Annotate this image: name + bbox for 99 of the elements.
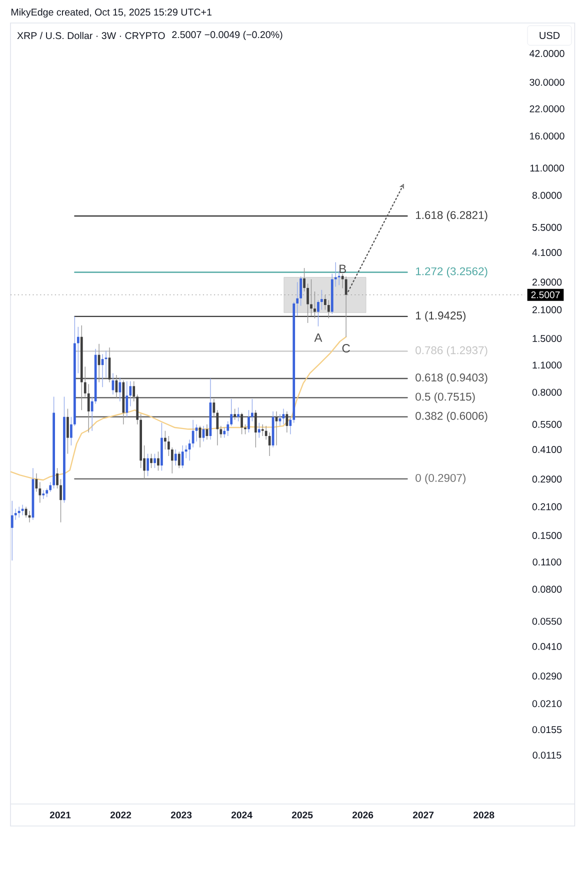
- candlestick: [261, 424, 264, 436]
- y-tick-label: 16.0000: [530, 132, 564, 140]
- y-tick-label: 4.1000: [532, 249, 562, 256]
- y-tick-label: 2.1000: [532, 306, 562, 314]
- candlestick: [195, 424, 198, 442]
- y-tick-label: 0.1100: [532, 558, 562, 566]
- candlestick: [60, 478, 62, 523]
- x-tick-label: 2028: [473, 812, 494, 818]
- text: MikyEdge created, Oct 15, 2025 15:29 UTC+1: [11, 8, 212, 18]
- candlestick: [170, 447, 174, 474]
- candlestick: [248, 410, 250, 433]
- candlestick: [289, 416, 292, 435]
- series-label: 0.786 (1.2937): [416, 346, 488, 356]
- y-tick-label: 0.0210: [532, 700, 562, 708]
- x-tick-label: 2027: [412, 812, 434, 818]
- y-tick-label: 8.0000: [532, 192, 562, 199]
- y-tick-label: 0.0550: [532, 618, 562, 625]
- candlestick: [300, 276, 302, 306]
- series-label: 1.618 (6.2821): [416, 210, 488, 222]
- candlestick: [317, 300, 320, 327]
- candlestick: [234, 408, 236, 420]
- candlestick: [49, 482, 52, 492]
- x-tick-label: 2023: [170, 812, 192, 818]
- x-tick-label: 2022: [110, 812, 132, 818]
- candlestick: [146, 453, 149, 477]
- candlestick: [76, 326, 80, 374]
- y-tick-label: 0.0800: [532, 586, 562, 593]
- candlestick: [66, 408, 69, 454]
- candlestick: [240, 412, 243, 435]
- x-tick-label: 2026: [352, 812, 374, 818]
- x-tick-label: 2021: [50, 812, 71, 818]
- y-tick-label: 0.0115: [532, 752, 562, 759]
- candlestick: [282, 408, 285, 425]
- candlestick: [154, 453, 156, 468]
- candlestick: [84, 366, 86, 398]
- candlestick: [268, 432, 271, 456]
- candlestick: [126, 380, 128, 418]
- y-tick-label: 0.0155: [532, 726, 562, 734]
- candlestick: [230, 398, 233, 426]
- series-label: 1.272 (3.2562): [416, 267, 488, 278]
- y-tick-label: 0.0410: [532, 642, 562, 650]
- y-tick-label: 0.1500: [532, 532, 562, 539]
- y-tick-label: 5.5000: [532, 224, 562, 231]
- candlestick: [254, 410, 257, 448]
- annotation: B: [340, 264, 346, 274]
- x-tick-label: 2025: [292, 812, 313, 818]
- ref-line-label: 2.5007: [531, 291, 560, 298]
- candlestick: [150, 453, 152, 468]
- y-tick-label: 30.0000: [530, 78, 564, 86]
- candlestick: [14, 508, 17, 520]
- y-tick-label: 0.4100: [532, 446, 562, 453]
- candlestick: [70, 416, 72, 446]
- candlestick: [303, 268, 306, 292]
- candlestick: [320, 290, 323, 310]
- candlestick: [251, 398, 254, 422]
- candlestick: [168, 436, 170, 456]
- text: 2.5007 −0.0049 (−0.20%): [172, 30, 282, 40]
- y-tick-label: 0.2100: [532, 503, 562, 510]
- series-label: 0.5 (0.7515): [416, 392, 475, 403]
- candlestick: [132, 380, 136, 402]
- candlestick: [174, 449, 177, 466]
- candlestick: [338, 270, 340, 286]
- series-label: 1 (1.9425): [416, 311, 466, 322]
- candlestick: [157, 451, 160, 472]
- y-tick-label: 0.8000: [532, 388, 562, 396]
- text: XRP / U.S. Dollar · 3W · CRYPTO: [17, 32, 165, 40]
- y-tick-label: 1.5000: [532, 335, 562, 342]
- y-tick-label: 0.5500: [532, 420, 562, 428]
- y-tick-label: 0.2900: [532, 476, 562, 483]
- y-tick-label: 2.9000: [532, 278, 562, 286]
- series-label: 0.618 (0.9403): [416, 373, 488, 384]
- y-axis-title: USD: [540, 32, 560, 40]
- series-label: 0 (0.2907): [416, 474, 466, 484]
- candlestick: [334, 262, 337, 288]
- candlestick: [244, 424, 246, 435]
- candlestick: [226, 420, 230, 436]
- candlestick: [237, 407, 240, 422]
- annotation: C: [342, 344, 350, 353]
- candlestick: [87, 384, 90, 433]
- y-tick-label: 0.0290: [532, 672, 562, 680]
- candlestick: [286, 411, 288, 433]
- candlestick: [296, 282, 299, 316]
- candlestick: [258, 422, 260, 438]
- series-label: 0.382 (0.6006): [416, 412, 488, 422]
- candlestick: [223, 427, 226, 438]
- candlestick: [136, 394, 139, 425]
- y-tick-label: 22.0000: [530, 105, 564, 112]
- y-tick-label: 11.0000: [530, 164, 564, 172]
- candlestick: [181, 445, 184, 468]
- candlestick: [10, 500, 14, 561]
- candlestick: [21, 504, 24, 516]
- y-tick-label: 1.1000: [532, 362, 562, 369]
- candlestick: [56, 468, 58, 489]
- candlestick: [164, 430, 166, 450]
- candlestick: [18, 506, 20, 518]
- candlestick: [178, 451, 180, 468]
- annotation: A: [314, 334, 322, 342]
- x-tick-label: 2024: [231, 812, 252, 818]
- y-tick-label: 42.0000: [530, 50, 564, 57]
